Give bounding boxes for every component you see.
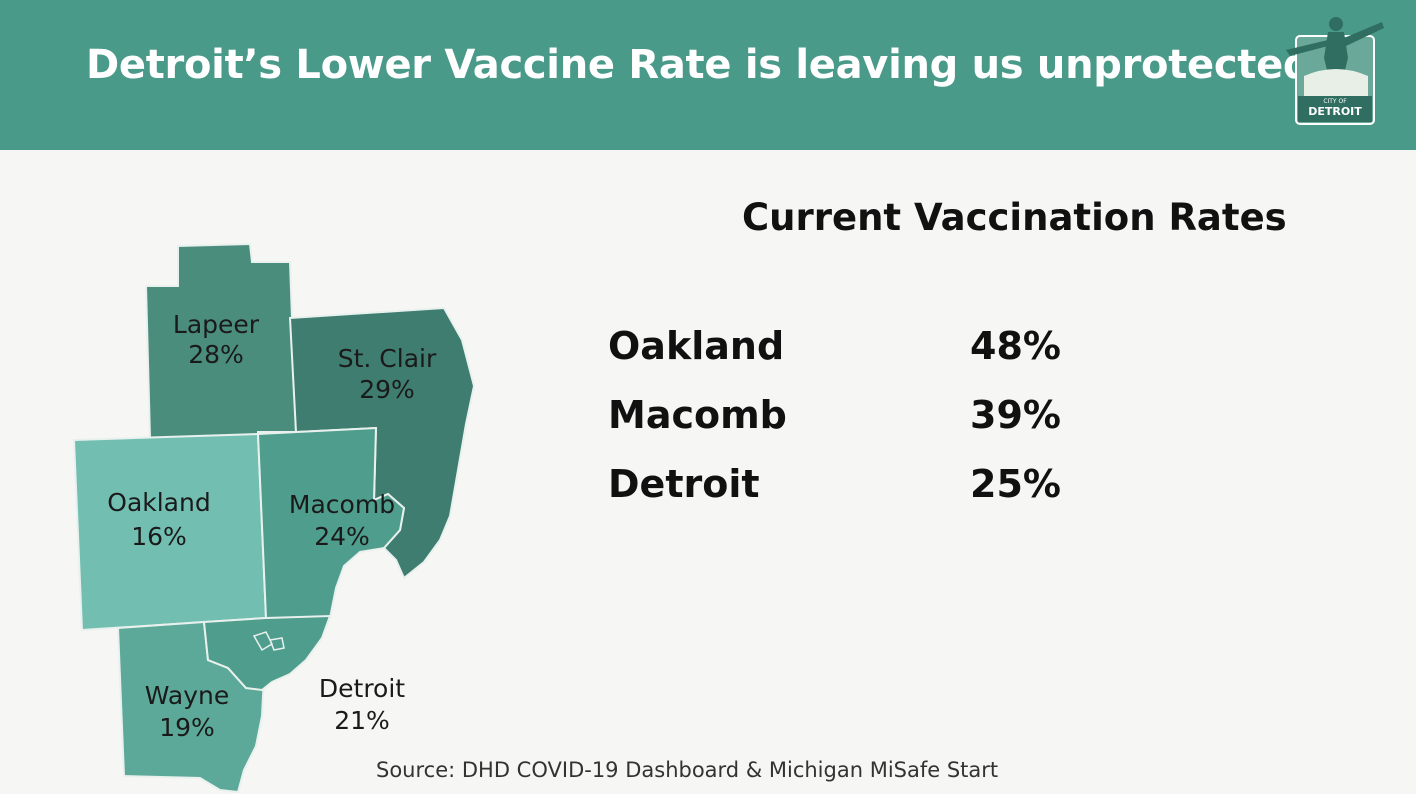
rate-value: 48% <box>970 324 1061 368</box>
label-wayne-name: Wayne <box>145 681 229 710</box>
rates-title: Current Vaccination Rates <box>742 196 1287 239</box>
label-lapeer-name: Lapeer <box>173 310 260 339</box>
label-macomb-name: Macomb <box>289 490 395 519</box>
county-map: Lapeer 28% St. Clair 29% Oakland 16% Mac… <box>72 242 476 794</box>
label-detroit-value: 21% <box>334 706 390 735</box>
rate-value: 25% <box>970 462 1061 506</box>
source-note: Source: DHD COVID-19 Dashboard & Michiga… <box>376 758 999 782</box>
rate-value: 39% <box>970 393 1061 437</box>
label-detroit-name: Detroit <box>319 674 405 703</box>
rate-name: Macomb <box>608 393 787 437</box>
label-macomb-value: 24% <box>314 522 370 551</box>
rate-row: Oakland 48% <box>608 324 1068 374</box>
label-oakland-name: Oakland <box>107 488 210 517</box>
region-detroit <box>202 614 332 692</box>
header-banner: Detroit’s Lower Vaccine Rate is leaving … <box>0 0 1416 150</box>
label-wayne-value: 19% <box>159 713 215 742</box>
rate-name: Oakland <box>608 324 785 368</box>
rate-row: Macomb 39% <box>608 393 1068 443</box>
page-title: Detroit’s Lower Vaccine Rate is leaving … <box>86 42 1312 88</box>
city-of-detroit-logo-icon: CITY OF DETROIT <box>1286 17 1384 125</box>
logo-top-text: CITY OF <box>1323 98 1347 105</box>
rate-name: Detroit <box>608 462 760 506</box>
label-stclair-value: 29% <box>359 375 415 404</box>
logo-bottom-text: DETROIT <box>1308 105 1362 118</box>
label-lapeer-value: 28% <box>188 340 244 369</box>
region-lapeer <box>144 242 298 440</box>
detroit-enclave-outline <box>252 631 285 652</box>
label-stclair-name: St. Clair <box>338 344 437 373</box>
rate-row: Detroit 25% <box>608 462 1068 512</box>
label-oakland-value: 16% <box>131 522 187 551</box>
